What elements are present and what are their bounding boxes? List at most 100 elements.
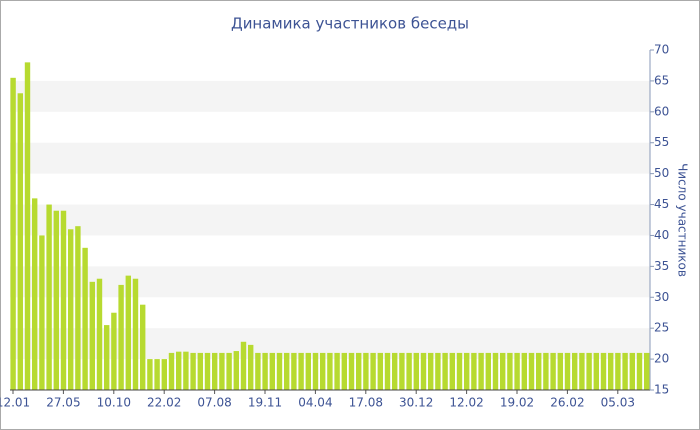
bar bbox=[204, 352, 211, 390]
y-tick-label: 65 bbox=[654, 73, 669, 87]
grid-band bbox=[10, 142, 650, 174]
bar bbox=[284, 352, 290, 390]
y-tick-label: 45 bbox=[654, 197, 669, 211]
bar bbox=[608, 352, 614, 390]
bar bbox=[456, 352, 463, 390]
x-tick-label: 30.12 bbox=[399, 396, 433, 410]
grid-band bbox=[10, 80, 650, 112]
bar bbox=[363, 352, 369, 390]
bar bbox=[17, 93, 23, 390]
bar bbox=[356, 352, 362, 390]
bar bbox=[586, 352, 592, 390]
bar bbox=[442, 352, 448, 390]
grid-band bbox=[10, 204, 650, 236]
bar bbox=[255, 352, 261, 390]
bar bbox=[68, 229, 74, 390]
bar bbox=[248, 344, 254, 390]
bar bbox=[579, 352, 585, 390]
x-tick-label: 12.01 bbox=[0, 396, 30, 410]
bar bbox=[406, 352, 412, 390]
bar bbox=[46, 204, 52, 390]
grid-band bbox=[10, 266, 650, 298]
x-tick-label: 26.02 bbox=[550, 396, 584, 410]
bar bbox=[521, 352, 527, 390]
bar bbox=[75, 226, 81, 390]
bar bbox=[341, 352, 347, 390]
bar bbox=[550, 352, 556, 390]
bar bbox=[377, 352, 383, 390]
bar bbox=[269, 352, 275, 390]
bar bbox=[320, 352, 326, 390]
bar bbox=[82, 247, 88, 390]
bar bbox=[168, 352, 175, 390]
bar bbox=[104, 325, 110, 390]
bar bbox=[132, 278, 139, 390]
bar bbox=[514, 352, 520, 390]
y-tick-label: 70 bbox=[654, 43, 669, 57]
bar bbox=[262, 352, 268, 390]
bar bbox=[312, 352, 319, 390]
bar bbox=[557, 352, 563, 390]
bar bbox=[615, 352, 621, 390]
bar bbox=[183, 351, 189, 390]
bar bbox=[147, 359, 153, 390]
bar bbox=[176, 351, 182, 390]
bar bbox=[154, 359, 160, 390]
bar bbox=[348, 352, 355, 390]
bar bbox=[399, 352, 405, 390]
bar bbox=[564, 352, 571, 390]
bar bbox=[39, 235, 45, 390]
x-tick-label: 22.02 bbox=[147, 396, 181, 410]
bar bbox=[96, 278, 103, 390]
bar bbox=[478, 352, 484, 390]
bar bbox=[298, 352, 304, 390]
y-tick-label: 30 bbox=[654, 290, 669, 304]
bar bbox=[572, 352, 578, 390]
y-axis-label: Число участников bbox=[676, 163, 690, 277]
bar bbox=[500, 352, 506, 390]
bar bbox=[161, 359, 167, 390]
x-tick-label: 04.04 bbox=[298, 396, 332, 410]
bar bbox=[435, 352, 441, 390]
bar bbox=[197, 352, 203, 390]
bar bbox=[370, 352, 376, 390]
bar bbox=[118, 284, 124, 390]
y-tick-label: 15 bbox=[654, 383, 669, 397]
bar bbox=[392, 352, 398, 390]
bar bbox=[334, 352, 340, 390]
x-tick-label: 17.08 bbox=[349, 396, 383, 410]
y-tick-label: 25 bbox=[654, 321, 669, 335]
x-tick-label: 07.08 bbox=[197, 396, 231, 410]
bar bbox=[305, 352, 311, 390]
bar bbox=[291, 352, 297, 390]
bar bbox=[428, 352, 434, 390]
x-tick-label: 10.10 bbox=[97, 396, 131, 410]
bar bbox=[240, 341, 247, 390]
bar bbox=[226, 352, 232, 390]
bar bbox=[622, 352, 628, 390]
x-tick-label: 05.03 bbox=[601, 396, 635, 410]
bar bbox=[276, 352, 283, 390]
bar bbox=[233, 351, 239, 390]
bar bbox=[327, 352, 333, 390]
bar bbox=[89, 281, 95, 390]
bar bbox=[219, 352, 225, 390]
bar bbox=[413, 352, 419, 390]
bar bbox=[644, 352, 650, 390]
bar bbox=[600, 352, 607, 390]
bar bbox=[507, 352, 513, 390]
y-tick-label: 35 bbox=[654, 259, 669, 273]
bar bbox=[449, 352, 455, 390]
bar bbox=[10, 77, 16, 391]
x-tick-label: 12.02 bbox=[449, 396, 483, 410]
bar bbox=[543, 352, 549, 390]
bar bbox=[111, 312, 117, 390]
bar bbox=[528, 352, 535, 390]
bar bbox=[53, 210, 59, 390]
bar bbox=[485, 352, 491, 390]
bar bbox=[492, 352, 499, 390]
bar bbox=[629, 352, 635, 390]
bar bbox=[32, 198, 38, 390]
bar bbox=[125, 275, 131, 390]
